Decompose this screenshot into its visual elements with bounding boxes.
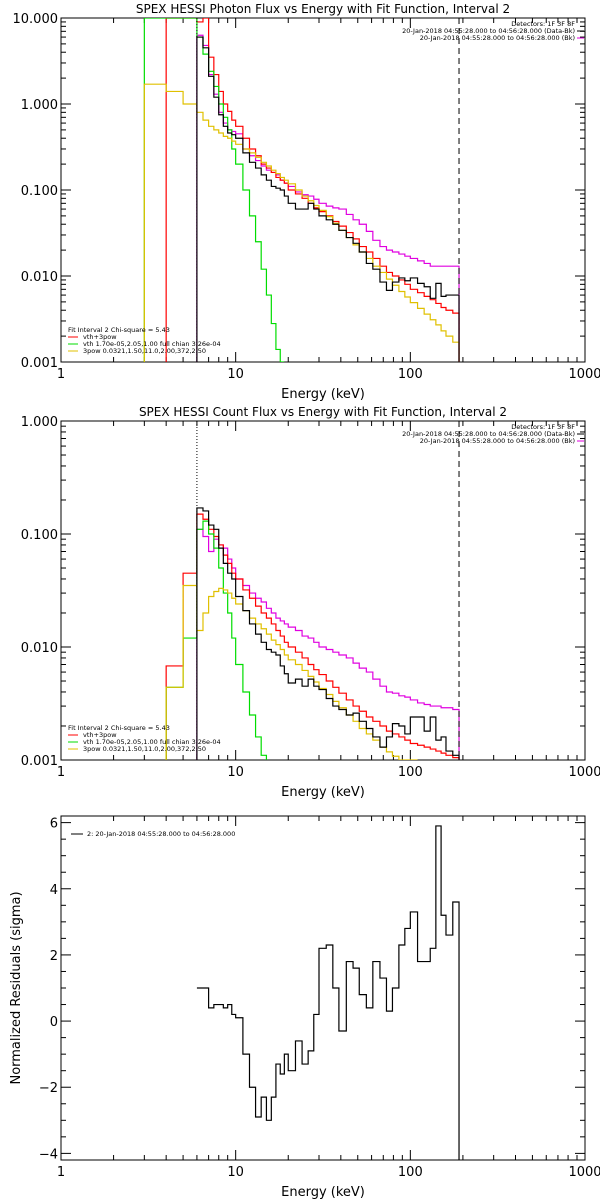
chart-title: SPEX HESSI Photon Flux vs Energy with Fi… [136, 2, 510, 16]
y-tick-label: 6 [50, 817, 58, 832]
x-tick-label: 1000 [568, 367, 600, 382]
x-tick-label: 10 [227, 1165, 244, 1180]
x-tick-label: 100 [398, 1165, 423, 1180]
y-tick-label: 0 [50, 1015, 58, 1030]
plot-frame [60, 17, 586, 363]
y-tick-label: −4 [39, 1147, 58, 1162]
fit-legend-entry: vth+3pow [83, 731, 117, 739]
x-tick-label: 100 [398, 367, 423, 382]
y-tick-label: 4 [50, 883, 58, 898]
y-tick-label: 0.010 [21, 641, 58, 656]
series-line-4 [196, 36, 460, 362]
legend-entry: 20-Jan-2018 04:55:28.000 to 04:56:28.000… [402, 430, 575, 438]
chart-panel-count: 1 10 100 1000 0.001 0.010 0.100 1.000 SPEX HESSI… [21, 405, 600, 800]
series-line-1 [165, 513, 460, 760]
fit-legend-entry: Fit Interval 2 Chi-square = 5.43 [68, 724, 170, 732]
series-line-2 [165, 520, 268, 760]
series-line-3 [143, 83, 460, 362]
series-line-4 [196, 507, 460, 760]
y-tick-label: 0.001 [21, 356, 58, 371]
x-axis-label: Energy (keV) [281, 785, 365, 800]
fit-legend-entry: vth 1.70e-05,2.05,1.00 full chian 3.26e-… [83, 738, 221, 746]
x-tick-label: 10 [227, 367, 244, 382]
fit-legend-entry: Fit Interval 2 Chi-square = 5.43 [68, 326, 170, 334]
x-axis-label: Energy (keV) [281, 387, 365, 402]
y-tick-label: 0.001 [21, 754, 58, 769]
series-line-3 [165, 584, 418, 760]
y-tick-label: 2 [50, 949, 58, 964]
chart-panel-photon: 1 10 100 1000 0.001 0.010 0.100 1.000 10.000 SPEX… [13, 2, 600, 402]
legend-entry: 20-Jan-2018 04:55:28.000 to 04:56:28.000… [402, 27, 575, 35]
legend-entry: 20-Jan-2018 04:55:28.000 to 04:56:28.000… [420, 437, 575, 445]
series-line-0 [196, 34, 460, 362]
data-series-group [143, 18, 460, 362]
fit-legend-entry: 3pow 0.0321,1.50,11.0,2.00,372,2.50 [83, 347, 206, 355]
legend-entry: 2: 20-Jan-2018 04:55:28.000 to 04:56:28.… [87, 830, 235, 838]
y-tick-label: 0.100 [21, 184, 58, 199]
x-tick-label: 1 [57, 765, 65, 780]
y-tick-label: 10.000 [13, 12, 59, 27]
series-line-0 [196, 825, 460, 1160]
y-tick-label: 1.000 [21, 415, 58, 430]
series-line-1 [165, 18, 460, 362]
y-tick-label: −2 [39, 1081, 58, 1096]
plot-frame [60, 815, 586, 1161]
x-tick-label: 1 [57, 367, 65, 382]
x-tick-label: 1 [57, 1165, 65, 1180]
y-axis-label: Normalized Residuals (sigma) [9, 891, 24, 1084]
chart-panel-residuals: 1 10 100 1000 −4 −2 0 2 4 6 Energy (keV) Normalized… [9, 815, 600, 1200]
fit-legend-entry: vth+3pow [83, 333, 117, 341]
legend-entry: 20-Jan-2018 04:55:28.000 to 04:56:28.000… [420, 34, 575, 42]
x-tick-label: 10 [227, 765, 244, 780]
x-tick-label: 100 [398, 765, 423, 780]
plot-frame [60, 420, 586, 761]
chart-title: SPEX HESSI Count Flux vs Energy with Fit… [139, 405, 507, 419]
y-tick-label: 0.100 [21, 528, 58, 543]
x-tick-label: 1000 [568, 765, 600, 780]
fit-legend-entry: vth 1.70e-05,2.05,1.00 full chian 3.26e-… [83, 340, 221, 348]
fit-legend-entry: 3pow 0.0321,1.50,11.0,2.00,372,2.50 [83, 745, 206, 753]
legend-entry: Detectors: 1F 3F 8F [511, 423, 575, 431]
data-series-group [165, 507, 460, 760]
legend-entry: Detectors: 1F 3F 8F [511, 20, 575, 28]
x-tick-label: 1000 [568, 1165, 600, 1180]
data-series-group [196, 825, 460, 1160]
y-tick-label: 0.010 [21, 270, 58, 285]
y-tick-label: 1.000 [21, 98, 58, 113]
x-axis-label: Energy (keV) [281, 1185, 365, 1200]
